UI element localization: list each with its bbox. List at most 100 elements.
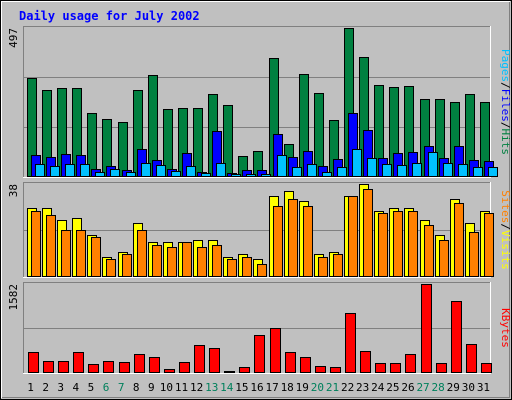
legend-hits: Hits bbox=[499, 129, 512, 156]
bar-pages-day-2 bbox=[50, 166, 60, 177]
bar-kbytes-day-16 bbox=[254, 335, 265, 373]
bar-hits-day-7 bbox=[118, 122, 128, 177]
bar-pages-day-22 bbox=[352, 149, 362, 177]
bar-pages-day-9 bbox=[156, 165, 166, 177]
bar-pages-day-1 bbox=[35, 164, 45, 177]
bar-pages-day-15 bbox=[246, 174, 256, 177]
bar-pages-day-13 bbox=[216, 163, 226, 177]
bar-sites-day-16 bbox=[257, 264, 267, 277]
bar-sites-day-17 bbox=[273, 206, 283, 277]
x-tick-label-day-19: 19 bbox=[296, 381, 309, 394]
panel-visits-sites: 38 Sites/Visits bbox=[7, 182, 512, 278]
x-tick-label-day-26: 26 bbox=[401, 381, 414, 394]
x-tick-label-day-29: 29 bbox=[447, 381, 460, 394]
bar-sites-day-20 bbox=[318, 257, 328, 277]
bar-kbytes-day-17 bbox=[270, 328, 281, 373]
bar-kbytes-day-25 bbox=[390, 363, 401, 373]
bar-pages-day-20 bbox=[322, 172, 332, 177]
bar-sites-day-19 bbox=[303, 206, 313, 277]
bar-pages-day-5 bbox=[95, 172, 105, 177]
x-tick-label-day-6: 6 bbox=[103, 381, 110, 394]
series-kbytes bbox=[28, 284, 492, 373]
bar-kbytes-day-2 bbox=[43, 361, 54, 373]
x-tick-label-day-9: 9 bbox=[148, 381, 155, 394]
bar-kbytes-day-4 bbox=[73, 352, 84, 373]
bar-pages-day-14 bbox=[231, 174, 241, 177]
legend-separator: / bbox=[499, 82, 512, 89]
x-tick-label-day-3: 3 bbox=[57, 381, 64, 394]
x-tick-label-day-16: 16 bbox=[250, 381, 263, 394]
bar-sites-day-30 bbox=[469, 232, 479, 277]
legend-visits: Visits bbox=[499, 230, 512, 270]
x-tick-label-day-23: 23 bbox=[356, 381, 369, 394]
bar-sites-day-28 bbox=[439, 240, 449, 277]
legend: Sites/Visits bbox=[499, 190, 512, 270]
legend: Pages/Files/Hits bbox=[499, 49, 512, 155]
bar-pages-day-26 bbox=[412, 163, 422, 177]
bar-sites-day-24 bbox=[378, 213, 388, 277]
bar-sites-day-22 bbox=[348, 196, 358, 277]
bar-kbytes-day-20 bbox=[315, 366, 326, 373]
bar-pages-day-8 bbox=[141, 163, 151, 177]
x-tick-label-day-30: 30 bbox=[462, 381, 475, 394]
series-pages bbox=[35, 149, 498, 177]
bar-kbytes-day-23 bbox=[360, 351, 371, 373]
x-tick-label-day-1: 1 bbox=[27, 381, 34, 394]
bar-pages-day-12 bbox=[201, 173, 211, 177]
bar-kbytes-day-8 bbox=[134, 354, 145, 373]
bar-pages-day-16 bbox=[261, 174, 271, 177]
bar-sites-day-31 bbox=[484, 213, 494, 277]
bar-kbytes-day-19 bbox=[300, 357, 311, 373]
bar-pages-day-7 bbox=[126, 172, 136, 177]
bar-pages-day-24 bbox=[382, 164, 392, 177]
bar-pages-day-18 bbox=[292, 167, 302, 177]
x-tick-label-day-21: 21 bbox=[326, 381, 339, 394]
legend-separator: / bbox=[499, 223, 512, 230]
x-tick-label-day-24: 24 bbox=[371, 381, 385, 394]
x-tick-label-day-2: 2 bbox=[42, 381, 49, 394]
bar-kbytes-day-11 bbox=[179, 362, 190, 373]
bar-sites-day-13 bbox=[212, 245, 222, 277]
bar-kbytes-day-15 bbox=[239, 367, 250, 373]
bar-sites-day-29 bbox=[454, 203, 464, 277]
x-tick-label-day-11: 11 bbox=[175, 381, 188, 394]
bar-sites-day-23 bbox=[363, 189, 373, 277]
bar-sites-day-7 bbox=[122, 254, 132, 277]
bar-pages-day-21 bbox=[337, 167, 347, 177]
bar-kbytes-day-5 bbox=[88, 364, 99, 373]
bar-sites-day-4 bbox=[76, 230, 86, 277]
legend-separator: / bbox=[499, 122, 512, 129]
bar-pages-day-10 bbox=[171, 171, 181, 177]
bar-kbytes-day-12 bbox=[194, 345, 205, 373]
y-max-label: 1582 bbox=[7, 284, 20, 311]
x-tick-label-day-17: 17 bbox=[265, 381, 278, 394]
bar-kbytes-day-27 bbox=[421, 284, 432, 373]
x-tick-label-day-10: 10 bbox=[160, 381, 173, 394]
bar-sites-day-15 bbox=[242, 257, 252, 277]
bar-kbytes-day-31 bbox=[481, 363, 492, 373]
x-axis-day-labels: 1 2 3 4 5 6 7 8 9 10 11 12 13 14 15 16 17 18 19 20 21 22 23 24 2… bbox=[27, 381, 490, 394]
bar-pages-day-6 bbox=[110, 169, 120, 177]
bar-sites-day-14 bbox=[227, 259, 237, 277]
bar-pages-day-27 bbox=[428, 152, 438, 177]
bar-sites-day-26 bbox=[408, 211, 418, 277]
x-tick-label-day-14: 14 bbox=[220, 381, 234, 394]
legend-pages: Pages bbox=[499, 49, 512, 82]
bar-sites-day-25 bbox=[393, 211, 403, 277]
bar-kbytes-day-6 bbox=[103, 361, 114, 373]
panel-kbytes: 1582 KBytes bbox=[7, 282, 512, 374]
bar-pages-day-31 bbox=[488, 167, 498, 177]
bar-kbytes-day-18 bbox=[285, 352, 296, 373]
bar-kbytes-day-28 bbox=[436, 363, 447, 373]
bar-sites-day-9 bbox=[152, 245, 162, 277]
bar-kbytes-day-29 bbox=[451, 301, 462, 373]
bar-pages-day-30 bbox=[473, 167, 483, 177]
bar-sites-day-27 bbox=[424, 225, 434, 277]
bar-sites-day-1 bbox=[31, 211, 41, 277]
bar-kbytes-day-21 bbox=[330, 367, 341, 373]
bar-sites-day-2 bbox=[46, 215, 56, 277]
bar-sites-day-3 bbox=[61, 230, 71, 277]
bar-sites-day-6 bbox=[106, 259, 116, 277]
